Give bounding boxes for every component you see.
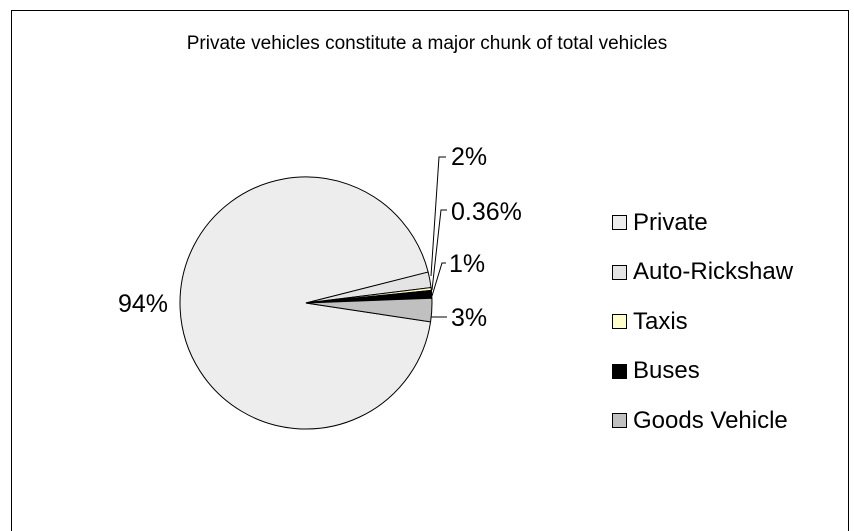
legend-label-taxis: Taxis bbox=[633, 307, 688, 335]
legend: Private Auto-Rickshaw Taxis Buses Goods … bbox=[612, 198, 793, 446]
legend-item-private: Private bbox=[612, 198, 793, 248]
legend-swatch-goods-vehicle bbox=[612, 413, 627, 429]
chart-area bbox=[11, 10, 849, 531]
leader-line-auto-rickshaw bbox=[430, 156, 446, 277]
leader-line-taxis bbox=[431, 209, 447, 291]
legend-swatch-buses bbox=[612, 363, 627, 379]
legend-label-goods-vehicle: Goods Vehicle bbox=[633, 406, 788, 434]
legend-swatch-taxis bbox=[612, 314, 627, 330]
legend-item-taxis: Taxis bbox=[612, 297, 793, 347]
legend-label-private: Private bbox=[633, 208, 708, 236]
legend-label-buses: Buses bbox=[633, 357, 700, 385]
data-label-buses: 1% bbox=[449, 250, 485, 278]
legend-item-auto-rickshaw: Auto-Rickshaw bbox=[612, 248, 793, 298]
legend-label-auto-rickshaw: Auto-Rickshaw bbox=[633, 258, 794, 286]
data-label-goods-vehicle: 3% bbox=[451, 304, 487, 332]
chart-title: Private vehicles constitute a major chun… bbox=[186, 33, 668, 54]
leader-line-buses bbox=[431, 262, 446, 297]
legend-item-goods-vehicle: Goods Vehicle bbox=[612, 396, 793, 446]
data-label-auto-rickshaw: 2% bbox=[451, 143, 487, 171]
data-label-taxis: 0.36% bbox=[451, 198, 522, 226]
pie-slice-goods-vehicle bbox=[305, 297, 433, 323]
legend-swatch-private bbox=[612, 215, 627, 231]
data-label-private: 94% bbox=[118, 290, 168, 318]
legend-item-buses: Buses bbox=[612, 347, 793, 397]
pie-slice-private bbox=[179, 176, 432, 430]
legend-swatch-auto-rickshaw bbox=[612, 264, 627, 280]
